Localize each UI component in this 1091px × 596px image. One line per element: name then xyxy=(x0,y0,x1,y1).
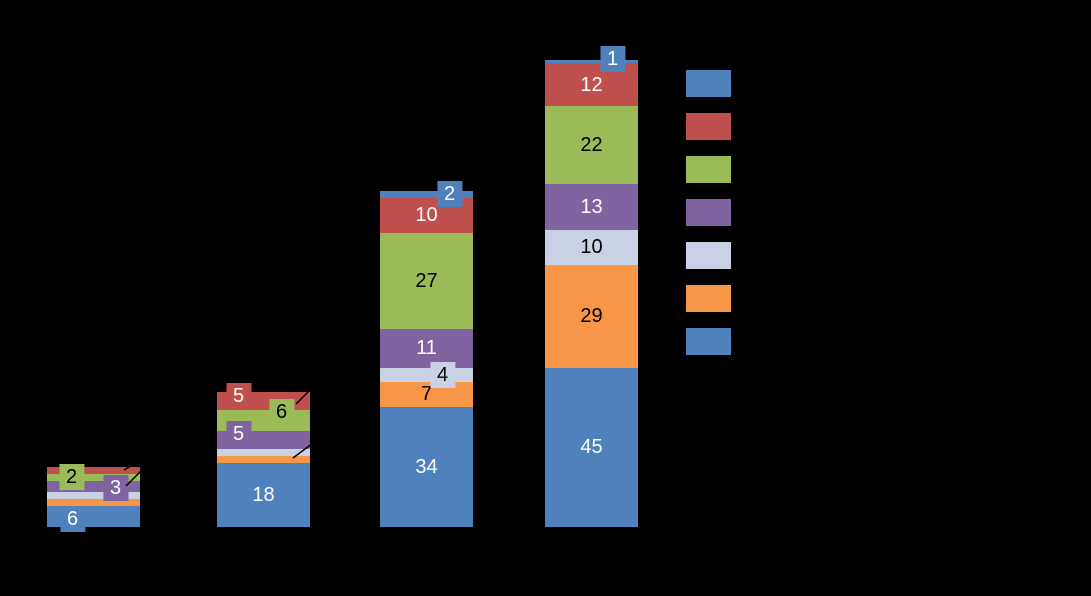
data-label-bar-2-blue: 18 xyxy=(252,484,275,507)
data-label-bar-4-purple: 13 xyxy=(580,195,603,218)
bar-4-segment-purple[interactable] xyxy=(545,183,638,230)
bar-4-segment-blue[interactable] xyxy=(545,367,638,527)
bar-1-segment-red[interactable] xyxy=(47,466,140,474)
legend-swatch-5-gray[interactable] xyxy=(686,242,731,269)
bar-3-segment-green[interactable] xyxy=(380,233,473,329)
data-label-bar-4-blue: 45 xyxy=(580,436,603,459)
data-label-bar-3-orange: 7 xyxy=(420,383,433,406)
data-label-bar-4-orange: 29 xyxy=(580,305,603,328)
bar-4-segment-orange[interactable] xyxy=(545,265,638,368)
bar-1-segment-purple[interactable] xyxy=(47,480,140,492)
bar-4-segment-green[interactable] xyxy=(545,105,638,184)
bar-1-segment-green[interactable] xyxy=(47,473,140,481)
bar-3-segment-purple[interactable] xyxy=(380,328,473,368)
data-label-bar-4-red: 12 xyxy=(580,73,603,96)
bar-3-segment-blue[interactable] xyxy=(380,190,473,198)
bar-4-segment-gray[interactable] xyxy=(545,229,638,266)
data-label-bar-1-blue: 6 xyxy=(59,506,86,533)
data-label-bar-4-gray: 10 xyxy=(580,236,603,259)
bar-4-segment-blue[interactable] xyxy=(545,59,638,64)
data-label-bar-4-blue: 1 xyxy=(599,46,626,73)
data-label-bar-1-purple: 3 xyxy=(102,475,129,502)
legend-swatch-4-purple[interactable] xyxy=(686,199,731,226)
bar-3-segment-orange[interactable] xyxy=(380,381,473,407)
data-label-bar-4-green: 22 xyxy=(580,133,603,156)
bar-1-segment-gray[interactable] xyxy=(47,491,140,499)
data-label-bar-2-purple: 5 xyxy=(225,421,252,448)
legend-swatch-3-green[interactable] xyxy=(686,156,731,183)
bar-3-segment-gray[interactable] xyxy=(380,367,473,382)
bar-2-segment-gray[interactable] xyxy=(217,449,310,457)
data-label-bar-3-blue: 34 xyxy=(415,455,438,478)
data-label-bar-3-green: 27 xyxy=(415,269,438,292)
bar-1-segment-orange[interactable] xyxy=(47,498,140,506)
legend-swatch-7-blue[interactable] xyxy=(686,328,731,355)
legend-swatch-2-red[interactable] xyxy=(686,113,731,140)
data-label-bar-3-blue: 2 xyxy=(436,181,463,208)
data-label-bar-2-red: 5 xyxy=(225,383,252,410)
data-label-bar-3-purple: 11 xyxy=(416,337,437,360)
data-label-bar-3-red: 10 xyxy=(415,204,438,227)
legend-swatch-1-blue[interactable] xyxy=(686,70,731,97)
bar-2-segment-orange[interactable] xyxy=(217,456,310,464)
data-label-bar-1-green: 2 xyxy=(58,464,85,491)
data-label-bar-3-gray: 4 xyxy=(429,361,456,388)
bar-3-segment-blue[interactable] xyxy=(380,406,473,527)
bar-2-segment-blue[interactable] xyxy=(217,463,310,527)
data-label-bar-2-green: 6 xyxy=(268,398,295,425)
legend-swatch-6-orange[interactable] xyxy=(686,285,731,312)
